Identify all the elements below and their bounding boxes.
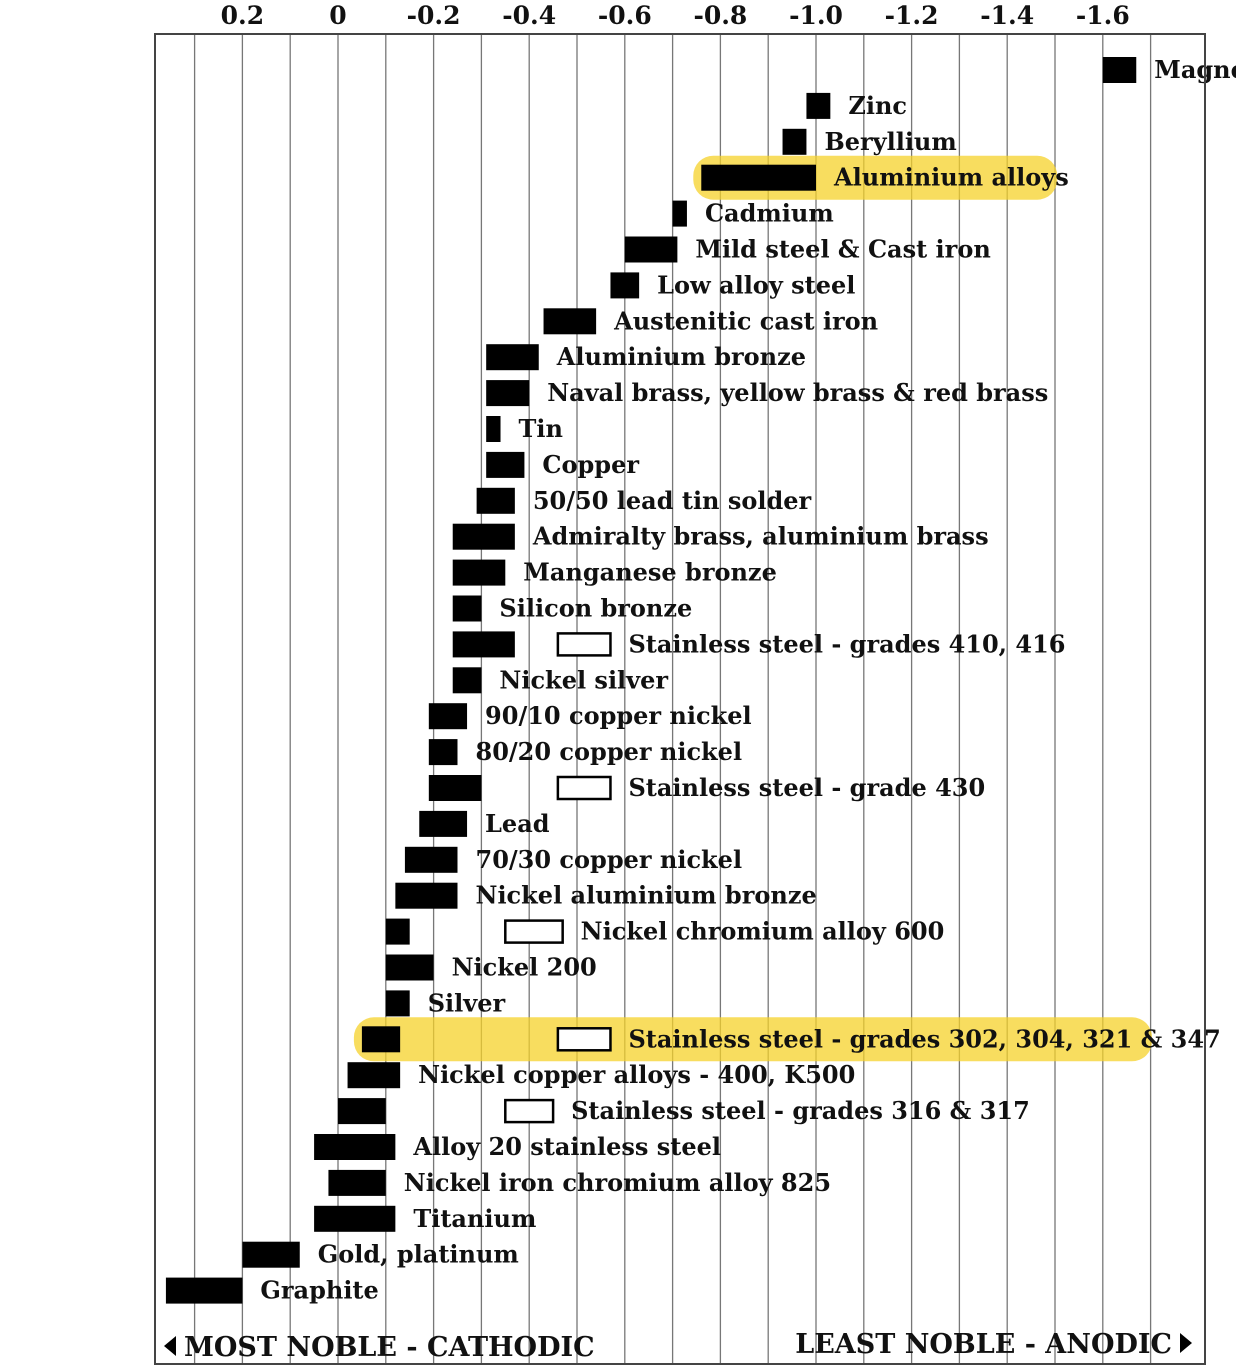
metal-label: Lead bbox=[485, 809, 550, 838]
active-potential-bar bbox=[452, 595, 482, 622]
metal-label: Zinc bbox=[848, 91, 907, 120]
metal-label: Aluminium alloys bbox=[833, 163, 1069, 192]
passive-potential-bar bbox=[504, 919, 564, 944]
active-potential-bar bbox=[806, 92, 831, 119]
passive-potential-bar bbox=[504, 1098, 555, 1124]
metal-label: 50/50 lead tin solder bbox=[533, 486, 812, 515]
active-potential-bar bbox=[701, 164, 816, 191]
active-potential-bar bbox=[314, 1205, 396, 1232]
metal-label: Austenitic cast iron bbox=[613, 306, 878, 335]
active-potential-bar bbox=[782, 128, 807, 155]
active-potential-bar bbox=[385, 954, 434, 981]
metal-label: Gold, platinum bbox=[318, 1240, 519, 1269]
metal-label: Mild steel & Cast iron bbox=[695, 235, 990, 264]
metal-label: Stainless steel - grades 316 & 317 bbox=[571, 1096, 1030, 1125]
metal-label: Cadmium bbox=[705, 199, 834, 228]
x-axis-tick-labels: 0.2 0 -0.2 -0.4 -0.6 -0.8 -1.0 -1.2 -1.4 -1.6 bbox=[221, 1, 1130, 30]
metal-label: Silicon bronze bbox=[499, 594, 692, 623]
active-potential-bar bbox=[428, 739, 458, 766]
right-arrow-icon bbox=[1180, 1333, 1192, 1353]
metal-label: Graphite bbox=[260, 1276, 378, 1305]
active-potential-bar bbox=[452, 559, 506, 586]
x-tick-label: -0.2 bbox=[407, 1, 461, 30]
footer-left-label: MOST NOBLE - CATHODIC bbox=[184, 1332, 595, 1363]
active-potential-bar bbox=[486, 416, 501, 442]
metal-label: Alloy 20 stainless steel bbox=[412, 1132, 721, 1161]
metal-label: Aluminium bronze bbox=[556, 342, 806, 371]
metal-label: Stainless steel - grades 410, 416 bbox=[628, 629, 1065, 658]
metal-label: Stainless steel - grades 302, 304, 321 &… bbox=[628, 1024, 1220, 1053]
metal-label: Magnesium bbox=[1154, 55, 1236, 84]
active-potential-bar bbox=[476, 487, 515, 514]
footer-right-label: LEAST NOBLE - ANODIC bbox=[795, 1329, 1172, 1360]
metal-label: Nickel 200 bbox=[452, 953, 597, 982]
metal-label: Nickel iron chromium alloy 825 bbox=[404, 1168, 831, 1197]
active-potential-bar bbox=[395, 882, 458, 909]
x-tick-label: -1.6 bbox=[1076, 1, 1130, 30]
passive-potential-bar bbox=[556, 632, 612, 657]
plot-frame bbox=[154, 33, 1206, 1365]
x-tick-label: -0.4 bbox=[502, 1, 556, 30]
metal-label: 90/10 copper nickel bbox=[485, 701, 752, 730]
metal-label: Low alloy steel bbox=[657, 270, 855, 299]
footer: MOST NOBLE - CATHODIC LEAST NOBLE - ANOD… bbox=[164, 1329, 1192, 1363]
highlight-mark bbox=[353, 1017, 1152, 1062]
passive-potential-bar bbox=[556, 775, 612, 801]
active-potential-bar bbox=[486, 344, 539, 371]
x-tick-label: 0 bbox=[329, 1, 346, 30]
passive-potential-bar bbox=[556, 1027, 612, 1052]
active-potential-bar bbox=[486, 451, 525, 478]
metal-label: Tin bbox=[519, 414, 563, 443]
metal-label: Titanium bbox=[413, 1204, 536, 1233]
active-potential-bar bbox=[543, 308, 597, 335]
x-tick-label: 0.2 bbox=[221, 1, 265, 30]
active-potential-bar bbox=[361, 1026, 401, 1053]
active-potential-bar bbox=[385, 990, 410, 1017]
metal-labels: Magnesium Zinc Beryllium Aluminium alloys Ca… bbox=[260, 55, 1236, 1305]
active-potential-bar bbox=[242, 1241, 300, 1268]
metal-label: Admiralty brass, aluminium brass bbox=[532, 522, 989, 551]
active-potential-bar bbox=[672, 200, 687, 227]
metal-label: Nickel copper alloys - 400, K500 bbox=[418, 1060, 855, 1089]
metal-label: 70/30 copper nickel bbox=[476, 845, 743, 874]
active-potential-bar bbox=[347, 1062, 401, 1089]
x-tick-label: -0.8 bbox=[693, 1, 747, 30]
metal-label: Nickel silver bbox=[499, 665, 668, 694]
x-tick-label: -1.4 bbox=[980, 1, 1034, 30]
x-tick-label: -1.2 bbox=[885, 1, 939, 30]
metal-label: Beryllium bbox=[824, 127, 956, 156]
active-potential-bar bbox=[428, 775, 482, 801]
potential-range-bars bbox=[165, 57, 1137, 1304]
grid-lines bbox=[193, 34, 1152, 1364]
active-potential-bar bbox=[385, 918, 410, 945]
active-potential-bar bbox=[404, 846, 458, 873]
x-tick-label: -0.6 bbox=[598, 1, 652, 30]
metal-label: Manganese bronze bbox=[523, 558, 777, 587]
metal-label: Nickel chromium alloy 600 bbox=[581, 917, 945, 946]
active-potential-bar bbox=[428, 703, 468, 730]
metal-label: Naval brass, yellow brass & red brass bbox=[547, 378, 1048, 407]
metal-label: Silver bbox=[428, 988, 506, 1017]
active-potential-bar bbox=[314, 1134, 396, 1160]
left-arrow-icon bbox=[164, 1336, 176, 1356]
active-potential-bar bbox=[338, 1098, 386, 1125]
metal-label: Stainless steel - grade 430 bbox=[628, 773, 985, 802]
active-potential-bar bbox=[165, 1277, 243, 1304]
active-potential-bar bbox=[419, 810, 468, 837]
active-potential-bar bbox=[452, 667, 482, 694]
metal-label: Copper bbox=[542, 450, 639, 479]
metal-label: Nickel aluminium bronze bbox=[476, 881, 817, 910]
x-tick-label: -1.0 bbox=[789, 1, 843, 30]
active-potential-bar bbox=[452, 631, 515, 658]
active-potential-bar bbox=[610, 272, 640, 299]
active-potential-bar bbox=[328, 1169, 386, 1196]
active-potential-bar bbox=[452, 523, 515, 550]
active-potential-bar bbox=[624, 236, 678, 263]
active-potential-bar bbox=[486, 380, 530, 407]
metal-label: 80/20 copper nickel bbox=[476, 737, 743, 766]
active-potential-bar bbox=[1102, 57, 1137, 83]
